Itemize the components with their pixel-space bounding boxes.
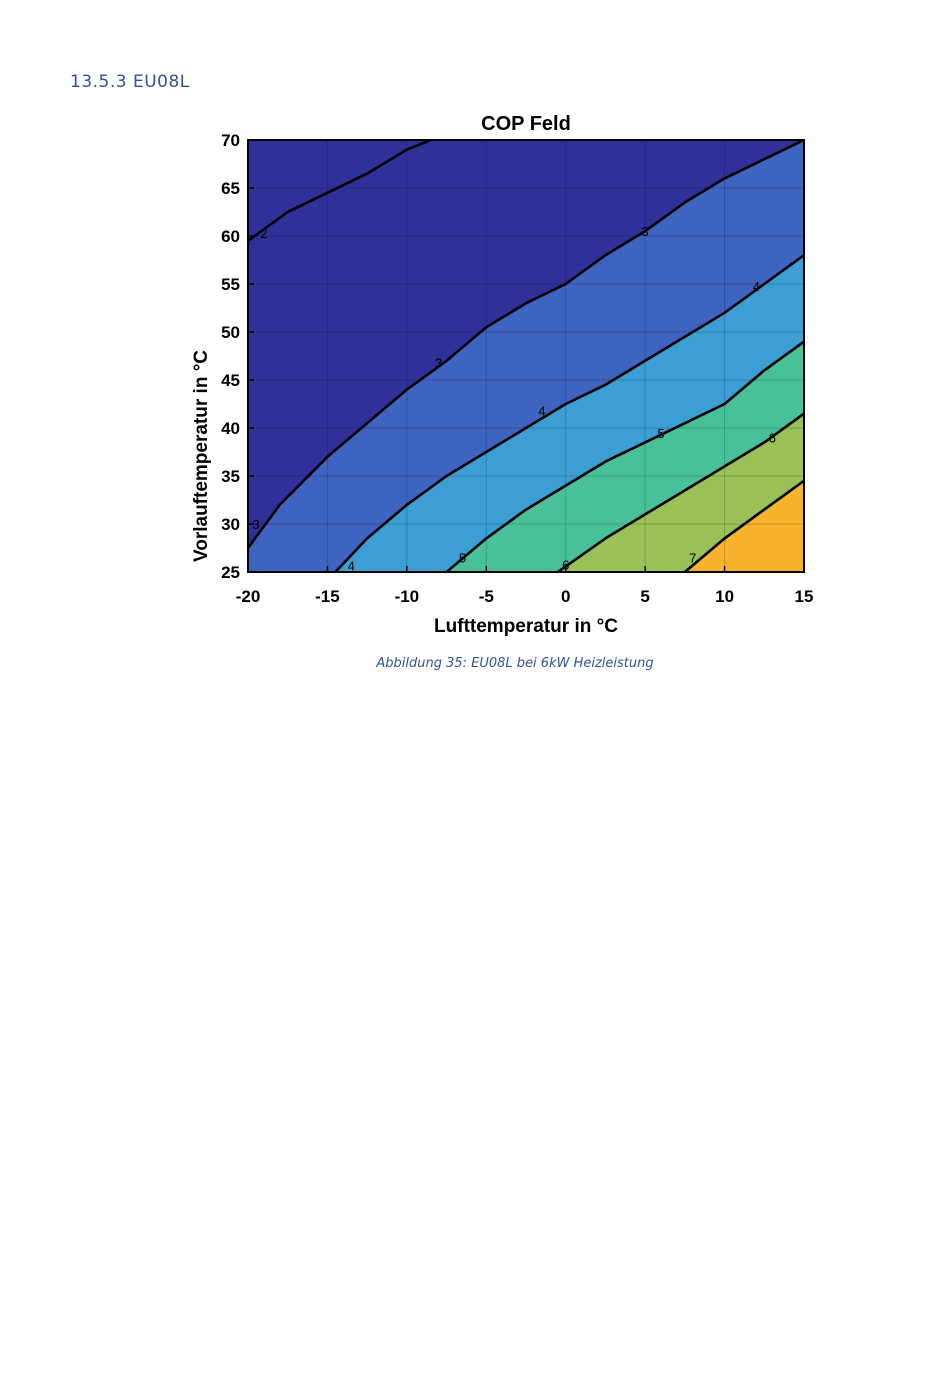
y-tick-label: 60: [221, 227, 240, 246]
y-tick-label: 70: [221, 131, 240, 150]
contour-label: 5: [459, 551, 466, 566]
contour-lines: [248, 140, 804, 572]
x-tick-label: -10: [395, 587, 420, 606]
contour-label: 3: [252, 517, 259, 532]
contour-line-6: [557, 412, 804, 572]
x-tick-label: -5: [479, 587, 494, 606]
contour-label: 7: [689, 551, 696, 566]
contour-label: 2: [260, 226, 267, 241]
contour-line-3: [248, 140, 804, 549]
y-tick-label: 40: [221, 419, 240, 438]
contour-label: 6: [562, 557, 569, 572]
y-tick-label: 30: [221, 515, 240, 534]
contour-line-4: [334, 254, 804, 572]
y-tick-label: 45: [221, 371, 240, 390]
y-tick-label: 65: [221, 179, 240, 198]
x-tick-label: 10: [715, 587, 734, 606]
contour-line-2: [248, 140, 432, 242]
chart-title: COP Feld: [481, 113, 571, 135]
plot-area: 2 3 4 5 6 7 3 3 4 4 5 6: [247, 139, 805, 573]
contour-fills: [248, 140, 804, 572]
y-tick-label: 55: [221, 275, 240, 294]
x-axis-label: Lufttemperatur in °C: [434, 616, 618, 637]
x-tick-label: 0: [561, 587, 570, 606]
x-tick-label: -15: [315, 587, 340, 606]
contour-line-5: [445, 340, 804, 572]
x-tick-label: 15: [795, 587, 814, 606]
figure-caption: Abbildung 35: EU08L bei 6kW Heizleistung: [376, 656, 654, 671]
contour-label: 4: [538, 404, 545, 419]
contour-label: 4: [753, 279, 760, 294]
section-heading: 13.5.3 EU08L: [70, 72, 190, 92]
plot-frame: [247, 139, 805, 573]
contour-line-7: [684, 479, 804, 572]
y-tick-label: 50: [221, 323, 240, 342]
contour-label: 3: [642, 224, 649, 239]
contour-label: 4: [348, 558, 355, 573]
x-tick-label: -20: [236, 587, 261, 606]
x-tick-label: 5: [640, 587, 649, 606]
contour-label: 6: [769, 431, 776, 446]
y-tick-label: 35: [221, 467, 240, 486]
y-tick-label: 25: [221, 563, 240, 582]
contour-label: 5: [657, 426, 664, 441]
contour-labels: 2 3 4 5 6 7 3 3 4 4 5 6: [252, 224, 776, 573]
contour-label: 3: [435, 356, 442, 371]
y-axis-label: Vorlauftemperatur in °C: [191, 350, 212, 562]
